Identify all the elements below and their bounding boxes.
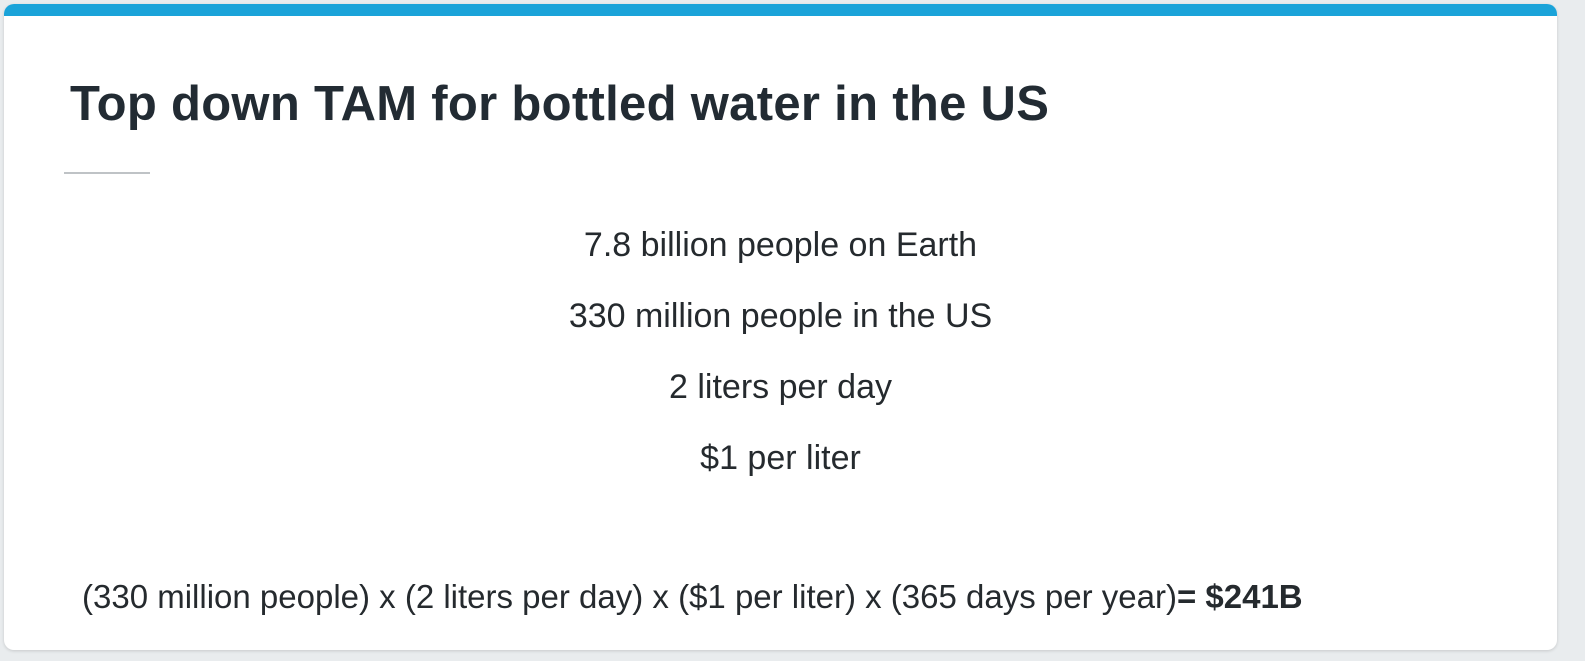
fact-price-per-liter: $1 per liter <box>700 439 861 477</box>
tam-formula: (330 million people) x (2 liters per day… <box>82 578 1303 616</box>
formula-expression: (330 million people) x (2 liters per day… <box>82 578 1177 615</box>
title-divider <box>64 172 150 174</box>
facts-list: 7.8 billion people on Earth 330 million … <box>4 222 1557 506</box>
fact-world-population: 7.8 billion people on Earth <box>583 226 978 264</box>
fact-liters-per-day: 2 liters per day <box>669 368 892 406</box>
accent-bar <box>4 4 1557 16</box>
formula-result: = $241B <box>1176 578 1303 615</box>
slide-title: Top down TAM for bottled water in the US <box>70 77 1050 131</box>
fact-us-population: 330 million people in the US <box>568 297 993 335</box>
slide-card: Top down TAM for bottled water in the US… <box>4 4 1557 650</box>
